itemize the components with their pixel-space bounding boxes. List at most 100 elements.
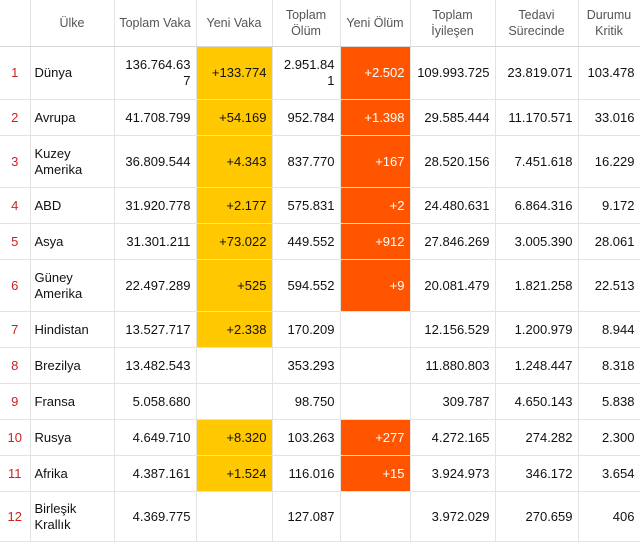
table-row[interactable]: 2 Avrupa 41.708.799 +54.169 952.784 +1.398 29.… [0, 99, 640, 136]
header-total-deaths[interactable]: Toplam Ölüm [272, 0, 341, 47]
country-name: Hindistan [30, 311, 115, 348]
total-cases-cell: 22.497.289 [114, 259, 197, 312]
header-new-deaths[interactable]: Yeni Ölüm [340, 0, 411, 47]
active-cell: 4.650.143 [495, 383, 579, 420]
active-cell: 11.170.571 [495, 99, 579, 136]
new-deaths-cell: +2.502 [340, 46, 411, 100]
total-cases-cell: 136.764.637 [114, 46, 197, 100]
row-index: 1 [0, 46, 31, 100]
new-cases-cell: +2.338 [196, 311, 273, 348]
new-cases-cell: +2.177 [196, 187, 273, 224]
new-cases-cell [196, 347, 273, 384]
row-index: 12 [0, 491, 31, 542]
table-row[interactable]: 12 Birleşik Krallık 4.369.775 127.087 3.972.… [0, 491, 640, 542]
total-deaths-cell: 103.263 [272, 419, 341, 456]
table-row[interactable]: 3 Kuzey Amerika 36.809.544 +4.343 837.770 +16… [0, 135, 640, 188]
critical-cell: 406 [578, 491, 640, 542]
total-cases-cell: 41.708.799 [114, 99, 197, 136]
header-critical[interactable]: Durumu Kritik [578, 0, 640, 47]
active-cell: 1.200.979 [495, 311, 579, 348]
table-row[interactable]: 6 Güney Amerika 22.497.289 +525 594.552 +9 20.… [0, 259, 640, 312]
header-index [0, 0, 31, 47]
new-cases-cell: +73.022 [196, 223, 273, 260]
table-row[interactable]: 11 Afrika 4.387.161 +1.524 116.016 +15 3.924.9… [0, 455, 640, 492]
table-row[interactable]: 9 Fransa 5.058.680 98.750 309.787 4.650.143 5.… [0, 383, 640, 420]
new-deaths-cell [340, 491, 411, 542]
country-name: Rusya [30, 419, 115, 456]
total-recovered-cell: 12.156.529 [410, 311, 496, 348]
table-header: Ülke Toplam Vaka Yeni Vaka Toplam Ölüm Y… [0, 0, 640, 47]
new-deaths-cell [340, 347, 411, 384]
new-deaths-cell: +2 [340, 187, 411, 224]
total-cases-cell: 31.920.778 [114, 187, 197, 224]
total-deaths-cell: 353.293 [272, 347, 341, 384]
new-cases-cell [196, 491, 273, 542]
row-index: 3 [0, 135, 31, 188]
new-cases-cell: +133.774 [196, 46, 273, 100]
table-row[interactable]: 5 Asya 31.301.211 +73.022 449.552 +912 27.846.… [0, 223, 640, 260]
table-row[interactable]: 10 Rusya 4.649.710 +8.320 103.263 +277 4.272.1… [0, 419, 640, 456]
total-recovered-cell: 24.480.631 [410, 187, 496, 224]
total-cases-cell: 4.369.775 [114, 491, 197, 542]
new-cases-cell: +525 [196, 259, 273, 312]
row-index: 11 [0, 455, 31, 492]
total-deaths-cell: 952.784 [272, 99, 341, 136]
row-index: 4 [0, 187, 31, 224]
table-row[interactable]: 8 Brezilya 13.482.543 353.293 11.880.803 1.24… [0, 347, 640, 384]
new-cases-cell: +8.320 [196, 419, 273, 456]
new-cases-cell: +54.169 [196, 99, 273, 136]
new-deaths-cell [340, 311, 411, 348]
country-name: Avrupa [30, 99, 115, 136]
header-new-cases[interactable]: Yeni Vaka [196, 0, 273, 47]
active-cell: 3.005.390 [495, 223, 579, 260]
row-index: 10 [0, 419, 31, 456]
header-country[interactable]: Ülke [30, 0, 115, 47]
header-row: Ülke Toplam Vaka Yeni Vaka Toplam Ölüm Y… [0, 0, 640, 47]
critical-cell: 5.838 [578, 383, 640, 420]
country-name: Fransa [30, 383, 115, 420]
critical-cell: 103.478 [578, 46, 640, 100]
total-cases-cell: 4.387.161 [114, 455, 197, 492]
total-recovered-cell: 3.972.029 [410, 491, 496, 542]
total-cases-cell: 31.301.211 [114, 223, 197, 260]
country-name: Brezilya [30, 347, 115, 384]
country-name: Dünya [30, 46, 115, 100]
total-recovered-cell: 4.272.165 [410, 419, 496, 456]
table-row[interactable]: 7 Hindistan 13.527.717 +2.338 170.209 12.156.… [0, 311, 640, 348]
row-index: 8 [0, 347, 31, 384]
critical-cell: 9.172 [578, 187, 640, 224]
new-deaths-cell: +277 [340, 419, 411, 456]
new-deaths-cell: +15 [340, 455, 411, 492]
critical-cell: 2.300 [578, 419, 640, 456]
total-recovered-cell: 309.787 [410, 383, 496, 420]
total-deaths-cell: 837.770 [272, 135, 341, 188]
new-cases-cell [196, 383, 273, 420]
total-cases-cell: 13.482.543 [114, 347, 197, 384]
active-cell: 1.821.258 [495, 259, 579, 312]
row-index: 9 [0, 383, 31, 420]
total-deaths-cell: 170.209 [272, 311, 341, 348]
total-recovered-cell: 109.993.725 [410, 46, 496, 100]
new-cases-cell: +4.343 [196, 135, 273, 188]
table-row[interactable]: 1 Dünya 136.764.637 +133.774 2.951.841 +2.502… [0, 46, 640, 100]
critical-cell: 3.654 [578, 455, 640, 492]
total-recovered-cell: 28.520.156 [410, 135, 496, 188]
table-row[interactable]: 4 ABD 31.920.778 +2.177 575.831 +2 24.480.631 6… [0, 187, 640, 224]
critical-cell: 33.016 [578, 99, 640, 136]
total-recovered-cell: 27.846.269 [410, 223, 496, 260]
new-deaths-cell: +912 [340, 223, 411, 260]
active-cell: 6.864.316 [495, 187, 579, 224]
country-name: Afrika [30, 455, 115, 492]
total-recovered-cell: 11.880.803 [410, 347, 496, 384]
row-index: 6 [0, 259, 31, 312]
new-deaths-cell: +9 [340, 259, 411, 312]
active-cell: 1.248.447 [495, 347, 579, 384]
critical-cell: 22.513 [578, 259, 640, 312]
new-deaths-cell: +167 [340, 135, 411, 188]
header-total-recovered[interactable]: Toplam İyileşen [410, 0, 496, 47]
total-deaths-cell: 594.552 [272, 259, 341, 312]
total-deaths-cell: 98.750 [272, 383, 341, 420]
header-active[interactable]: Tedavi Sürecinde [495, 0, 579, 47]
country-name: Kuzey Amerika [30, 135, 115, 188]
header-total-cases[interactable]: Toplam Vaka [114, 0, 197, 47]
